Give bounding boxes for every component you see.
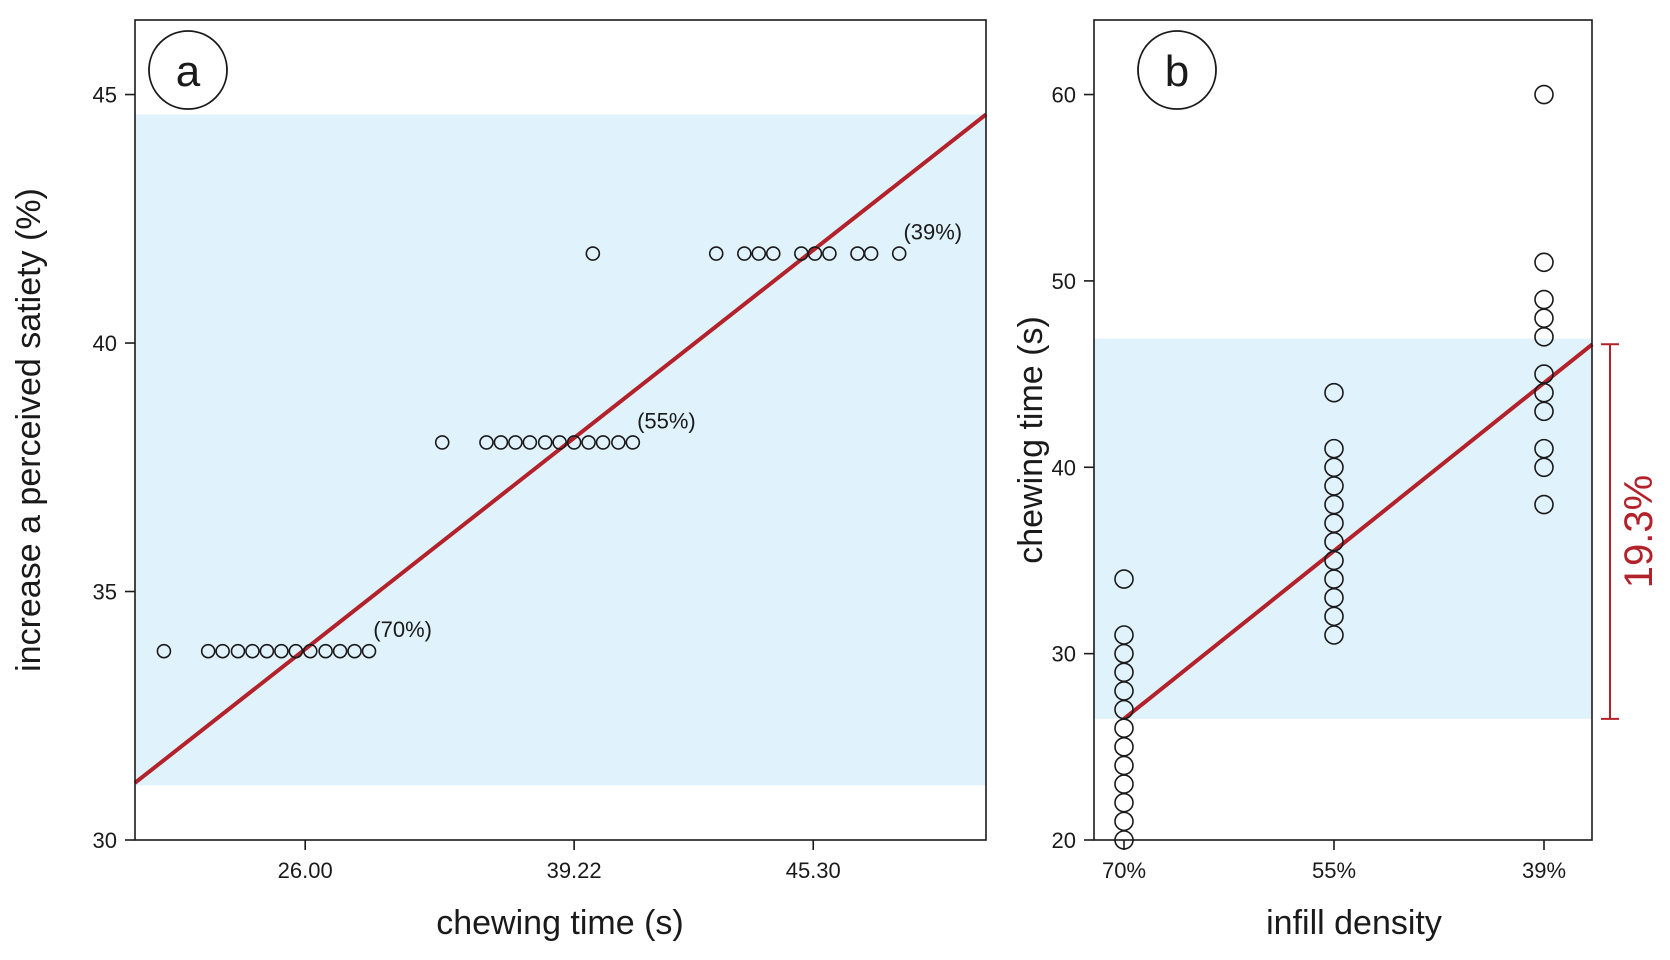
panel-b-y-tick-label: 40 <box>1052 455 1076 480</box>
panel-b-point <box>1114 569 1134 589</box>
panel-b-x-tick-label: 55% <box>1312 858 1356 883</box>
panel-b-y-tick-label: 20 <box>1052 828 1076 853</box>
panel-a-point <box>581 435 596 450</box>
panel-b-y-tick-label: 50 <box>1052 269 1076 294</box>
panel-a-point-label: (55%) <box>637 408 696 433</box>
panel-b-point <box>1534 289 1554 310</box>
panel-a-point <box>566 435 582 450</box>
panel-a-point <box>274 643 289 659</box>
panel-a-point <box>434 435 450 450</box>
panel-b-x-tick-label: 39% <box>1522 858 1566 883</box>
panel-a-point <box>508 435 523 450</box>
panel-b-point <box>1534 84 1554 105</box>
panel-a-point <box>891 246 907 261</box>
panel-b-point <box>1534 494 1554 515</box>
panel-a-point <box>522 435 538 450</box>
panel-a-point <box>332 643 348 659</box>
panel-a-point <box>200 643 216 659</box>
panel-a-point <box>552 435 567 450</box>
panel-a-letter: a <box>176 47 201 96</box>
panel-b-band <box>1094 338 1592 719</box>
panel-a-x-axis-title: chewing time (s) <box>436 904 684 942</box>
panel-a-point <box>215 643 230 659</box>
panel-a-point <box>822 246 837 261</box>
panel-a-x-tick-label: 39.22 <box>547 858 602 883</box>
panel-b-point <box>1114 625 1134 645</box>
panel-a-point <box>245 643 260 659</box>
panel-b-frame <box>1093 19 1593 841</box>
panel-a-y-axis-title: increase a perceived satiety (%) <box>10 188 48 672</box>
panel-b-y-tick-label: 30 <box>1052 642 1076 667</box>
panel-b-point <box>1114 755 1134 776</box>
panel-b-x-axis-title: infill density <box>1266 904 1442 942</box>
panel-a-point-label: (70%) <box>373 617 432 642</box>
panel-b-point <box>1534 308 1554 328</box>
panel-a-point <box>361 643 377 659</box>
panel-b-point <box>1324 438 1344 459</box>
panel-a-point <box>625 435 641 450</box>
panel-b-point <box>1534 364 1554 384</box>
panel-b-letter-circle <box>1137 30 1217 110</box>
panel-a-point <box>708 246 724 261</box>
panel-a-point <box>479 435 494 450</box>
panel-b-x-tick-label: 70% <box>1102 858 1146 883</box>
panel-a-point <box>807 246 823 261</box>
panel-a-point <box>737 246 752 261</box>
panel-b-y-tick-label: 60 <box>1052 83 1076 108</box>
panel-b: 20 30 40 50 60 70% 55% 39% 19.3% b infill densi… <box>1012 19 1661 942</box>
panel-b-point <box>1114 811 1134 832</box>
panel-b-point <box>1114 774 1134 794</box>
panel-a-y-tick-label: 45 <box>93 83 117 108</box>
panel-a-point <box>751 246 767 261</box>
panel-b-point <box>1114 737 1134 757</box>
panel-a-point <box>765 246 781 261</box>
panel-a-y-tick-label: 30 <box>93 828 117 853</box>
panel-a-point <box>611 435 626 450</box>
panel-a-point <box>230 643 246 659</box>
panel-a-point <box>156 643 172 659</box>
panel-b-y-axis-title: chewing time (s) <box>1012 316 1050 564</box>
panel-a-point <box>585 246 601 261</box>
panel-a-letter-circle <box>148 30 228 110</box>
panel-b-point <box>1534 252 1554 273</box>
panel-a-y-tick-label: 40 <box>93 331 117 356</box>
panel-a-point <box>288 643 304 659</box>
panel-b-fit-line <box>1122 342 1594 721</box>
panel-b-letter: b <box>1165 47 1189 96</box>
panel-b-point <box>1324 382 1344 403</box>
panel-a-x-tick-label: 26.00 <box>278 858 333 883</box>
panel-a-point <box>347 643 362 659</box>
panel-a-point <box>863 246 879 261</box>
panel-b-point <box>1114 792 1134 813</box>
panel-b-point <box>1114 718 1134 738</box>
panel-a-point <box>318 643 333 659</box>
panel-b-bracket-label: 19.3% <box>1617 475 1661 588</box>
panel-b-point <box>1534 438 1554 459</box>
panel-a-y-tick-label: 35 <box>93 580 117 605</box>
panel-a-point <box>493 435 509 450</box>
panel-a-x-tick-label: 45.30 <box>786 858 841 883</box>
panel-a-point <box>595 435 611 450</box>
panel-a-frame <box>134 19 987 841</box>
panel-a-point <box>259 643 275 659</box>
panel-a-point <box>537 435 553 450</box>
panel-a-point <box>303 643 318 659</box>
panel-a-point-label: (39%) <box>903 220 962 245</box>
